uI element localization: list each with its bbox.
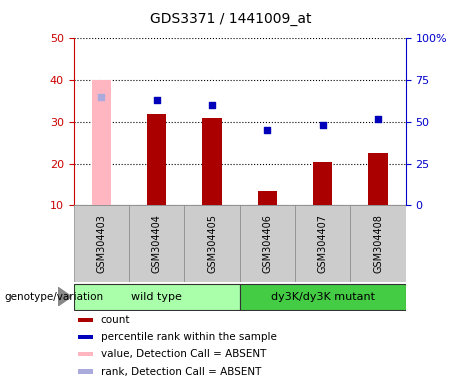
Text: GSM304403: GSM304403 <box>96 214 106 273</box>
Bar <box>258 191 277 205</box>
Text: GSM304405: GSM304405 <box>207 214 217 273</box>
Text: wild type: wild type <box>131 291 182 302</box>
Bar <box>202 118 222 205</box>
Bar <box>313 162 332 205</box>
FancyBboxPatch shape <box>240 284 406 310</box>
Point <box>264 127 271 133</box>
Bar <box>147 114 166 205</box>
Point <box>98 94 105 100</box>
FancyBboxPatch shape <box>240 205 295 282</box>
Point <box>153 97 160 103</box>
Bar <box>92 80 111 205</box>
FancyBboxPatch shape <box>74 205 129 282</box>
Text: rank, Detection Call = ABSENT: rank, Detection Call = ABSENT <box>100 366 261 377</box>
Point <box>374 116 382 122</box>
Bar <box>77 318 93 322</box>
Bar <box>368 153 388 205</box>
Polygon shape <box>58 287 71 306</box>
Text: dy3K/dy3K mutant: dy3K/dy3K mutant <box>271 291 375 302</box>
FancyBboxPatch shape <box>74 284 240 310</box>
Point <box>208 102 216 108</box>
FancyBboxPatch shape <box>350 205 406 282</box>
Text: GSM304404: GSM304404 <box>152 214 162 273</box>
Bar <box>77 352 93 356</box>
Point <box>319 122 326 128</box>
FancyBboxPatch shape <box>184 205 240 282</box>
Text: percentile rank within the sample: percentile rank within the sample <box>100 332 277 342</box>
Bar <box>77 369 93 374</box>
Bar <box>77 335 93 339</box>
Text: GSM304406: GSM304406 <box>262 214 272 273</box>
Text: count: count <box>100 314 130 325</box>
Text: GSM304407: GSM304407 <box>318 214 328 273</box>
Text: value, Detection Call = ABSENT: value, Detection Call = ABSENT <box>100 349 266 359</box>
FancyBboxPatch shape <box>129 205 184 282</box>
Text: GDS3371 / 1441009_at: GDS3371 / 1441009_at <box>150 12 311 25</box>
FancyBboxPatch shape <box>295 205 350 282</box>
Text: genotype/variation: genotype/variation <box>5 291 104 302</box>
Text: GSM304408: GSM304408 <box>373 214 383 273</box>
